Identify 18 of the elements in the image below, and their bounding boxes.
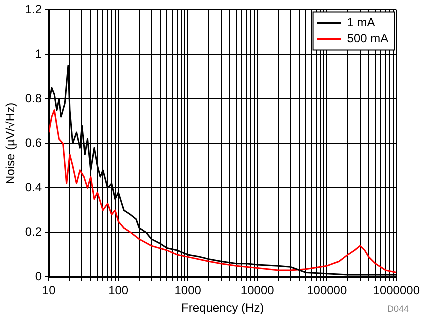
x-tick-label: 10000	[240, 284, 275, 298]
y-tick-label: 0.2	[25, 225, 42, 240]
y-axis-title: Noise (µV/√Hz)	[4, 102, 18, 184]
y-tick-label: 0	[35, 270, 42, 284]
x-tick-label: 100000	[307, 284, 348, 298]
y-tick-label: 1.2	[25, 2, 42, 17]
x-tick-label: 1000000	[373, 284, 420, 298]
legend-label: 500 mA	[347, 32, 389, 46]
x-tick-label: 10	[42, 284, 56, 298]
y-tick-label: 1	[35, 47, 42, 62]
text: D044	[387, 304, 409, 314]
x-axis-title: Frequency (Hz)	[182, 301, 264, 316]
y-tick-label: 0.4	[25, 180, 42, 195]
y-tick-label: 0.6	[25, 136, 42, 150]
legend-label: 1 mA	[347, 16, 376, 30]
x-tick-label: 100	[108, 284, 129, 298]
x-tick-label: 1000	[174, 284, 202, 298]
y-tick-label: 0.8	[25, 92, 42, 106]
